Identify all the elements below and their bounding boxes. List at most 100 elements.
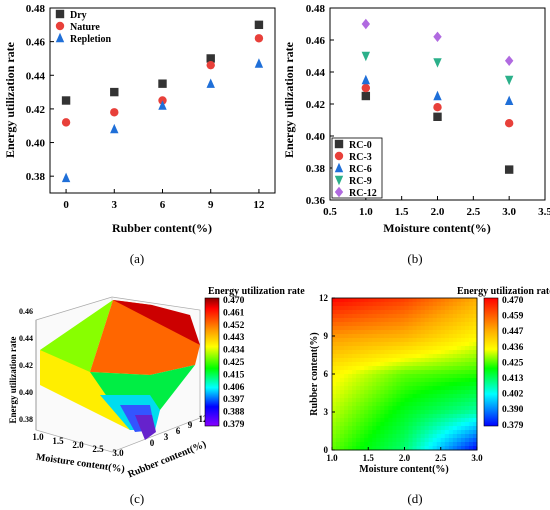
- heatmap-cell: [448, 346, 454, 351]
- heatmap-cell: [424, 402, 430, 407]
- heatmap-cell: [448, 310, 454, 315]
- heatmap-cell: [388, 358, 393, 363]
- heatmap-cell: [376, 302, 381, 307]
- heatmap-cell: [356, 406, 361, 411]
- heatmap-cell: [368, 402, 373, 407]
- a-point-nature: [206, 60, 215, 70]
- heatmap-cell: [408, 398, 414, 403]
- heatmap-cell: [380, 302, 385, 307]
- heatmap-cell: [468, 414, 474, 419]
- heatmap-cell: [408, 446, 414, 451]
- heatmap-cell: [432, 410, 438, 415]
- heatmap-cell: [424, 370, 430, 375]
- heatmap-cell: [396, 418, 401, 423]
- heatmap-cell: [340, 366, 345, 371]
- heatmap-cell: [420, 374, 426, 379]
- heatmap-cell: [388, 310, 393, 315]
- heatmap-cell: [444, 334, 450, 339]
- heatmap-cell: [436, 430, 442, 435]
- heatmap-cell: [348, 306, 353, 311]
- heatmap-cell: [408, 410, 414, 415]
- heatmap-cell: [440, 398, 446, 403]
- heatmap-cell: [364, 446, 369, 451]
- heatmap-cell: [436, 434, 442, 439]
- heatmap-cell: [444, 366, 450, 371]
- heatmap-cell: [432, 338, 438, 343]
- heatmap-cell: [384, 334, 389, 339]
- heatmap-cell: [392, 374, 397, 379]
- heatmap-cell: [444, 446, 450, 451]
- b-point-rc-6: [361, 74, 371, 85]
- heatmap-cell: [364, 398, 369, 403]
- heatmap-cell: [412, 386, 418, 391]
- heatmap-cell: [460, 402, 466, 407]
- heatmap-cell: [356, 350, 361, 355]
- heatmap-cell: [436, 314, 442, 319]
- heatmap-cell: [368, 306, 373, 311]
- heatmap-cell: [348, 338, 353, 343]
- heatmap-cell: [380, 358, 385, 363]
- heatmap-cell: [436, 398, 442, 403]
- heatmap-cell: [444, 418, 450, 423]
- heatmap-cell: [448, 414, 454, 419]
- heatmap-cell: [388, 350, 393, 355]
- heatmap-cell: [448, 426, 454, 431]
- heatmap-cell: [460, 410, 466, 415]
- heatmap-cell: [388, 354, 393, 359]
- heatmap-cell: [464, 334, 470, 339]
- heatmap-cell: [416, 314, 422, 319]
- heatmap-cell: [452, 318, 458, 323]
- heatmap-cell: [348, 366, 353, 371]
- heatmap-cell: [464, 298, 470, 303]
- heatmap-cell: [372, 366, 377, 371]
- heatmap-cell: [472, 354, 478, 359]
- heatmap-cell: [444, 430, 450, 435]
- heatmap-cell: [436, 318, 442, 323]
- heatmap-cell: [340, 374, 345, 379]
- heatmap-cell: [356, 326, 361, 331]
- a-ytick-label: 0.48: [26, 3, 46, 15]
- heatmap-cell: [356, 322, 361, 327]
- panel-d-ytick-label: 12: [319, 293, 329, 303]
- heatmap-cell: [448, 318, 454, 323]
- heatmap-cell: [436, 334, 442, 339]
- heatmap-cell: [376, 318, 381, 323]
- heatmap-cell: [444, 382, 450, 387]
- heatmap-cell: [348, 342, 353, 347]
- heatmap-cell: [464, 326, 470, 331]
- heatmap-cell: [460, 358, 466, 363]
- heatmap-cell: [448, 438, 454, 443]
- heatmap-cell: [440, 418, 446, 423]
- b-point-rc-3: [361, 83, 371, 93]
- heatmap-cell: [392, 418, 397, 423]
- heatmap-cell: [344, 418, 349, 423]
- heatmap-cell: [420, 338, 426, 343]
- heatmap-cell: [344, 314, 349, 319]
- heatmap-cell: [412, 322, 418, 327]
- heatmap-cell: [384, 406, 389, 411]
- heatmap-cell: [384, 298, 389, 303]
- a-ytick-label: 0.40: [26, 138, 46, 150]
- heatmap-cell: [372, 302, 377, 307]
- heatmap-cell: [460, 422, 466, 427]
- heatmap-cell: [340, 426, 345, 431]
- panel-d-ylabel: Rubber content(%): [309, 332, 320, 415]
- heatmap-cell: [432, 298, 438, 303]
- heatmap-cell: [436, 414, 442, 419]
- heatmap-cell: [404, 410, 410, 415]
- heatmap-cell: [464, 374, 470, 379]
- heatmap-cell: [404, 306, 410, 311]
- heatmap-cell: [444, 378, 450, 383]
- heatmap-cell: [388, 330, 393, 335]
- heatmap-cell: [404, 326, 410, 331]
- heatmap-cell: [460, 434, 466, 439]
- heatmap-cell: [456, 434, 462, 439]
- heatmap-cell: [332, 398, 337, 403]
- heatmap-cell: [368, 330, 373, 335]
- heatmap-cell: [412, 398, 418, 403]
- heatmap-cell: [416, 326, 422, 331]
- heatmap-cell: [468, 418, 474, 423]
- heatmap-cell: [384, 410, 389, 415]
- heatmap-cell: [436, 354, 442, 359]
- heatmap-cell: [448, 386, 454, 391]
